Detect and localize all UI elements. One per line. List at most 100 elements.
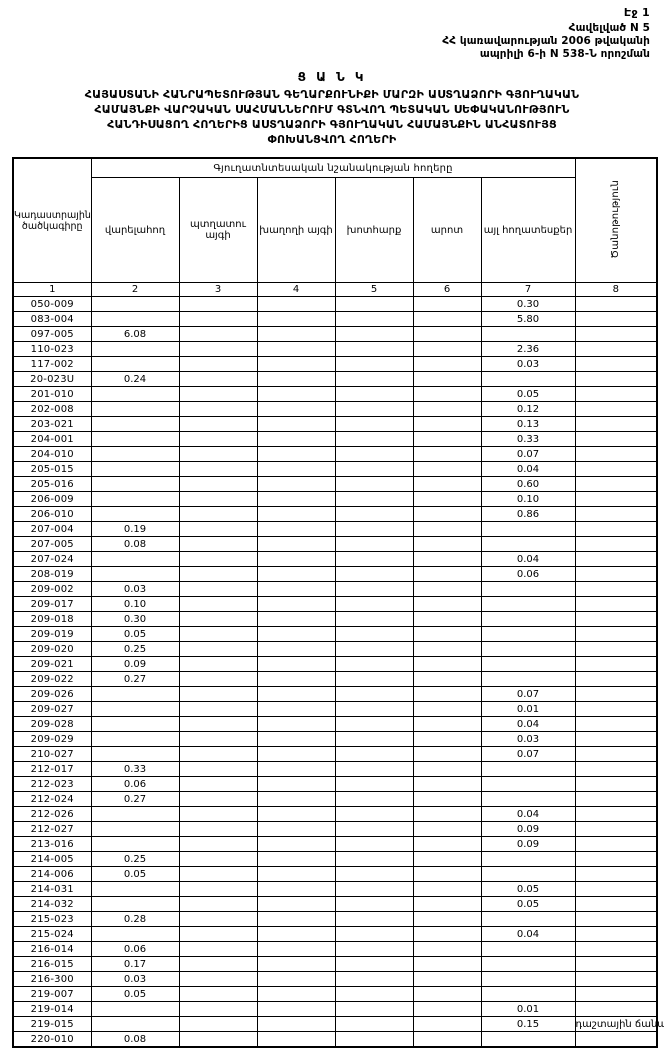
cell-orchard xyxy=(178,611,258,627)
table-row: 219-014 0.01 xyxy=(12,1001,658,1017)
page-header: Էջ 1 Հավելված N 5 ՀՀ կառավարության 2006 … xyxy=(0,0,664,61)
cell-pasture xyxy=(412,776,482,792)
cell-other-lands xyxy=(480,986,576,1002)
cell-orchard xyxy=(178,521,258,537)
cell-note xyxy=(574,386,658,402)
cell-orchard xyxy=(178,356,258,372)
cell-other-lands xyxy=(480,326,576,342)
cell-pasture xyxy=(412,536,482,552)
cell-vineyard xyxy=(256,491,336,507)
cell-other-lands: 5.80 xyxy=(480,311,576,327)
cell-cadastral-code: 214-032 xyxy=(12,896,92,912)
column-header-pasture: արոտ xyxy=(412,177,482,283)
cell-pasture xyxy=(412,596,482,612)
cell-cadastral-code: 219-015 xyxy=(12,1016,92,1032)
cell-vineyard xyxy=(256,1001,336,1017)
cell-arable xyxy=(90,401,180,417)
cell-note xyxy=(574,296,658,312)
cell-orchard xyxy=(178,866,258,882)
table-row: 209-017 0.10 xyxy=(12,596,658,612)
cell-arable xyxy=(90,311,180,327)
cell-note xyxy=(574,551,658,567)
cell-pasture xyxy=(412,356,482,372)
cell-vineyard xyxy=(256,866,336,882)
cell-note xyxy=(574,506,658,522)
cell-arable xyxy=(90,821,180,837)
table-row: 213-016 0.09 xyxy=(12,836,658,852)
cell-note xyxy=(574,476,658,492)
cell-orchard xyxy=(178,506,258,522)
cell-arable: 0.03 xyxy=(90,581,180,597)
cell-other-lands: 0.05 xyxy=(480,881,576,897)
column-header-note: Ծանոթություն xyxy=(574,157,658,283)
cell-hayfield xyxy=(334,611,414,627)
cell-hayfield xyxy=(334,941,414,957)
cell-hayfield xyxy=(334,1001,414,1017)
cell-orchard xyxy=(178,851,258,867)
cell-vineyard xyxy=(256,446,336,462)
column-header-vineyard: խաղողի այգի xyxy=(256,177,336,283)
cell-arable: 0.17 xyxy=(90,956,180,972)
cell-pasture xyxy=(412,566,482,582)
annex-line-3: ապրիլի 6-ի N 538-Ն որոշման xyxy=(479,48,650,60)
cell-cadastral-code: 215-024 xyxy=(12,926,92,942)
cell-cadastral-code: 206-009 xyxy=(12,491,92,507)
table-row: 117-002 0.03 xyxy=(12,356,658,372)
cell-vineyard xyxy=(256,956,336,972)
table-row: 210-027 0.07 xyxy=(12,746,658,762)
cell-cadastral-code: 212-027 xyxy=(12,821,92,837)
cell-cadastral-code: 083-004 xyxy=(12,311,92,327)
cell-other-lands xyxy=(480,521,576,537)
table-row: 209-028 0.04 xyxy=(12,716,658,732)
cell-vineyard xyxy=(256,791,336,807)
column-header-cadastral-code: Կադաստրային ծածկագիրը xyxy=(12,157,92,283)
table-row: 208-019 0.06 xyxy=(12,566,658,582)
cell-arable xyxy=(90,446,180,462)
cell-pasture xyxy=(412,701,482,717)
cell-pasture xyxy=(412,746,482,762)
cell-note xyxy=(574,356,658,372)
cell-vineyard xyxy=(256,851,336,867)
cell-orchard xyxy=(178,596,258,612)
cell-note xyxy=(574,806,658,822)
cell-hayfield xyxy=(334,521,414,537)
cell-orchard xyxy=(178,881,258,897)
cell-orchard xyxy=(178,926,258,942)
cell-hayfield xyxy=(334,551,414,567)
cell-orchard xyxy=(178,731,258,747)
cell-note xyxy=(574,941,658,957)
cell-vineyard xyxy=(256,986,336,1002)
cell-cadastral-code: 117-002 xyxy=(12,356,92,372)
cell-cadastral-code: 20-023Ս xyxy=(12,371,92,387)
cell-pasture xyxy=(412,941,482,957)
cell-orchard xyxy=(178,776,258,792)
cell-note xyxy=(574,581,658,597)
cell-pasture xyxy=(412,371,482,387)
cell-pasture xyxy=(412,761,482,777)
table-row: 209-029 0.03 xyxy=(12,731,658,747)
cell-hayfield xyxy=(334,791,414,807)
cell-other-lands xyxy=(480,536,576,552)
cell-pasture xyxy=(412,521,482,537)
cell-arable xyxy=(90,566,180,582)
cell-orchard xyxy=(178,911,258,927)
cell-arable xyxy=(90,716,180,732)
cell-note xyxy=(574,641,658,657)
cell-orchard xyxy=(178,746,258,762)
cell-cadastral-code: 210-027 xyxy=(12,746,92,762)
table-row: 205-016 0.60 xyxy=(12,476,658,492)
cell-other-lands xyxy=(480,971,576,987)
cell-arable: 0.25 xyxy=(90,851,180,867)
cell-other-lands: 0.04 xyxy=(480,551,576,567)
cell-other-lands: 0.01 xyxy=(480,1001,576,1017)
cell-hayfield xyxy=(334,491,414,507)
cell-cadastral-code: 219-007 xyxy=(12,986,92,1002)
cell-other-lands xyxy=(480,641,576,657)
cell-vineyard xyxy=(256,386,336,402)
cell-cadastral-code: 212-026 xyxy=(12,806,92,822)
column-number-2: 2 xyxy=(90,282,180,297)
column-header-other-lands: այլ հողատեսքեր xyxy=(480,177,576,283)
cell-vineyard xyxy=(256,461,336,477)
column-header-hayfield: խոտհարք xyxy=(334,177,414,283)
cell-note xyxy=(574,341,658,357)
